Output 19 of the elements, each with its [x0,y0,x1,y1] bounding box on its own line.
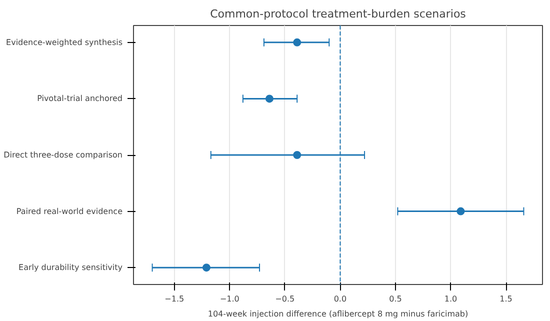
x-tick-label: 0.5 [389,294,402,304]
x-tick-label: −1.5 [164,294,184,304]
y-tick-label: Evidence-weighted synthesis [6,38,123,47]
y-tick-label: Early durability sensitivity [18,263,123,272]
point [265,94,274,103]
x-axis-title: 104-week injection difference (aflibercept 8 mg minus faricimab) [208,310,468,318]
x-tick-label: 1.0 [444,294,458,304]
y-tick-label: Direct three-dose comparison [4,150,123,160]
chart-title: Common-protocol treatment-burden scenarios [210,8,466,20]
y-tick-label: Paired real-world evidence [16,206,123,216]
x-tick-label: −0.5 [275,294,295,304]
point [202,264,210,272]
x-tick-label: 1.5 [500,294,512,304]
point [293,38,302,46]
x-tick-label: 0.0 [334,294,347,304]
point [293,151,302,159]
point [456,207,465,216]
y-tick-label: Pivotal-trial anchored [37,94,123,104]
x-tick-label: −1.0 [220,294,240,304]
